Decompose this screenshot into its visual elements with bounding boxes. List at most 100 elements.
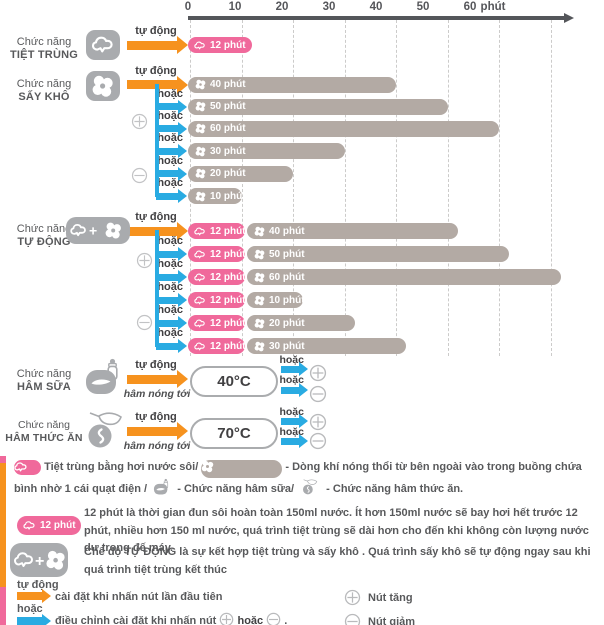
or-label: hoặc	[157, 154, 183, 167]
or-arrow-icon	[156, 316, 187, 330]
plus-button-icon	[131, 113, 149, 131]
or-branch-line	[155, 83, 159, 197]
minus-button-icon	[266, 612, 281, 625]
or-label: hoặc	[157, 235, 183, 247]
key-auto-text: cài đặt khi nhấn nút lần đầu tiên	[55, 591, 223, 603]
or-arrow-icon	[156, 293, 187, 307]
section-label-tiet-trung: Chức năng TIỆT TRÙNG	[10, 36, 78, 61]
axis-tick-label: 10	[228, 1, 242, 13]
auto-arrow-icon	[127, 422, 188, 440]
sterilize-bar: 12 phút	[188, 223, 246, 239]
steam-icon	[194, 250, 205, 258]
axis-tick-label: 50	[416, 1, 430, 13]
auto-label: tự động	[135, 211, 177, 223]
auto-label: tự động	[135, 25, 177, 37]
steam-icon	[194, 227, 205, 235]
plus-button-icon	[136, 252, 154, 270]
section-label-ham-thuc-an: Chức năng HÂM THỨC ĂN	[5, 419, 83, 444]
or-label: hoặc	[157, 327, 183, 339]
dry-bar: 10 phút	[247, 292, 305, 308]
steam-icon	[194, 273, 205, 281]
legend-item-12min-text: 12 phút là thời gian đun sôi hoàn toàn 1…	[84, 507, 589, 554]
or-label: hoặc	[157, 281, 183, 293]
or-arrow-icon	[156, 247, 187, 261]
fan-icon	[195, 168, 206, 179]
gridline	[344, 20, 346, 356]
or-label: hoặc	[279, 354, 304, 366]
plus-button-icon	[309, 364, 327, 382]
sterilize-bar: 12 phút	[188, 338, 246, 354]
or-label: hoặc	[157, 109, 183, 122]
dry-bar: 20 phút	[188, 165, 293, 182]
steam-icon	[194, 41, 205, 49]
auto-arrow-icon	[127, 370, 188, 388]
fan-icon	[195, 101, 206, 112]
or-arrow-icon	[281, 383, 308, 397]
or-label: hoặc	[157, 258, 183, 270]
minus-button-icon	[309, 385, 327, 403]
minus-button-label: Nút giảm	[368, 616, 416, 625]
or-arrow-icon	[281, 414, 308, 428]
or-arrow-icon	[156, 270, 187, 284]
or-label: hoặc	[157, 132, 183, 144]
legend-item-sterilize-dry: Tiệt trùng bằng hơi nước sôi/ - Dòng khí…	[14, 457, 604, 502]
dry-bar: 50 phút	[188, 98, 448, 115]
auto-label: tự động	[135, 411, 177, 423]
dry-bar: 60 phút	[188, 120, 499, 137]
milk-warmer-icon	[85, 357, 123, 400]
dry-bar-icon	[201, 460, 283, 478]
or-branch-line	[155, 230, 159, 347]
or-arrow-icon	[17, 613, 51, 625]
fan-icon	[195, 79, 206, 90]
milk-warmer-small-icon	[150, 478, 174, 502]
or-label: hoặc	[279, 406, 304, 418]
legend-text: Tiệt trùng bằng hơi nước sôi/	[44, 461, 199, 473]
fan-icon	[254, 272, 265, 282]
or-arrow-icon	[281, 434, 308, 448]
fan-icon	[254, 249, 265, 259]
plus-button-icon	[344, 589, 362, 607]
auto-arrow-icon	[127, 75, 188, 94]
gridline	[447, 20, 449, 356]
key-or-text: điều chỉnh cài đặt khi nhấn nút hoặc .	[55, 612, 287, 625]
sterilize-pill-icon	[14, 460, 41, 475]
minus-button-icon	[136, 314, 154, 332]
auto-arrow-icon	[127, 222, 188, 240]
dry-bar: 30 phút	[247, 338, 406, 354]
stripe-pink-top	[0, 456, 6, 463]
food-warmer-icon	[85, 409, 125, 454]
or-arrow-icon	[156, 121, 187, 136]
section-label-ham-sua: Chức năng HÂM SỮA	[16, 368, 72, 393]
or-arrow-icon	[156, 99, 187, 114]
or-label: hoặc	[157, 304, 183, 316]
twelve-min-pill: 12 phút	[17, 516, 81, 535]
or-arrow-icon	[156, 144, 187, 158]
dry-bar: 10 phút	[188, 188, 246, 204]
steam-icon	[194, 319, 205, 327]
or-label: hoặc	[157, 177, 183, 189]
legend-text: - Chức năng hâm thức ăn.	[326, 483, 464, 495]
warm-to-label: hâm nóng tới	[123, 388, 191, 400]
sterilize-bar: 12 phút	[188, 269, 246, 285]
legend-item-auto-text: Chế độ TỰ ĐỘNG là sự kết hợp tiệt trùng …	[84, 546, 591, 576]
plus-button-icon	[219, 612, 234, 625]
auto-arrow-icon	[17, 588, 51, 603]
or-arrow-icon	[281, 362, 308, 376]
or-label: hoặc	[279, 426, 304, 438]
or-label: hoặc	[279, 374, 304, 386]
warm-to-label: hâm nóng tới	[123, 440, 191, 452]
auto-label: tự động	[135, 359, 177, 371]
minus-button-icon	[131, 167, 149, 185]
key-or-label: hoặc	[17, 603, 43, 615]
legend-text: - Chức năng hâm sữa/	[177, 483, 295, 495]
or-arrow-icon	[156, 339, 187, 353]
gridline	[499, 20, 500, 356]
sterilize-bar: 12 phút	[188, 246, 246, 262]
gridline	[293, 20, 294, 356]
sterilize-bar: 12 phút	[188, 315, 246, 331]
or-label: hoặc	[157, 87, 183, 100]
milk-temp-value: 40°C	[190, 366, 278, 397]
axis-tick-label: 60	[463, 1, 477, 13]
auto-arrow-icon	[127, 36, 188, 54]
